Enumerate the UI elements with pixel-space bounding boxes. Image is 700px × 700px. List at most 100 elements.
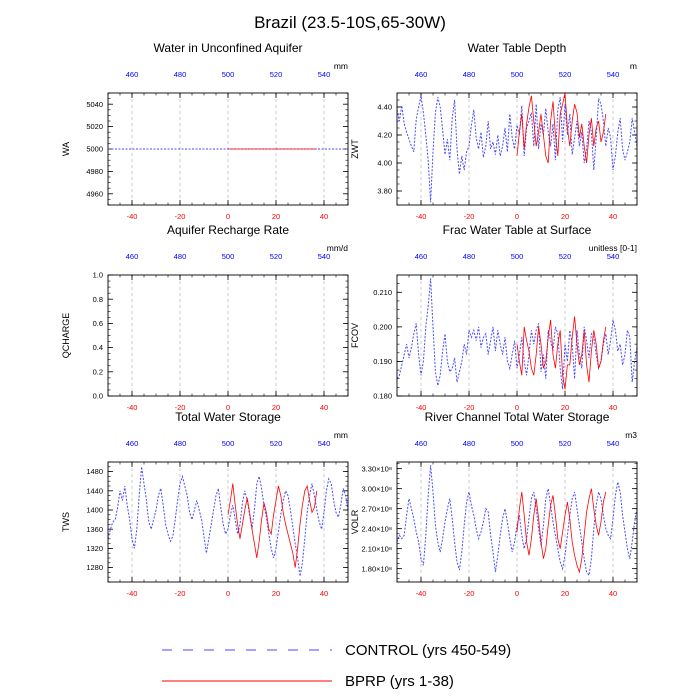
x-top-tick-label: 460 xyxy=(415,70,428,79)
panel-units: mm xyxy=(334,430,348,440)
x-top-tick-label: 540 xyxy=(607,252,620,261)
panel-units: mm xyxy=(334,61,348,71)
x-tick-label: -40 xyxy=(416,403,427,412)
legend-bprp-label: BPRP (yrs 1-38) xyxy=(345,673,454,690)
x-top-tick-label: 480 xyxy=(463,252,476,261)
y-tick-label: 1400 xyxy=(86,506,103,515)
series-bprp-line xyxy=(227,483,318,568)
y-tick-label: 1480 xyxy=(86,467,103,476)
x-top-tick-label: 520 xyxy=(270,70,283,79)
x-tick-label: -40 xyxy=(416,589,427,598)
series-control-line xyxy=(397,465,637,577)
y-tick-label: 1280 xyxy=(86,563,103,572)
series-control-line xyxy=(108,466,348,577)
x-tick-label: 40 xyxy=(320,212,328,221)
panel-frame xyxy=(107,274,349,397)
x-top-tick-label: 480 xyxy=(463,439,476,448)
panel-units: m3 xyxy=(625,430,637,440)
x-top-tick-label: 460 xyxy=(415,439,428,448)
panel-3: Frac Water Table at Surface unitless [0-1… xyxy=(350,223,638,412)
y-tick-label: 0.4 xyxy=(93,343,103,352)
x-tick-label: -40 xyxy=(127,212,138,221)
panel-title: Water in Unconfined Aquifer xyxy=(154,41,303,55)
x-top-tick-label: 540 xyxy=(318,70,331,79)
x-tick-label: 20 xyxy=(561,403,569,412)
y-tick-label: 1.80×10⁸ xyxy=(362,564,392,573)
x-tick-label: -20 xyxy=(175,212,186,221)
x-top-tick-label: 480 xyxy=(463,70,476,79)
series-bprp-line xyxy=(516,316,607,390)
y-tick-label: 0.210 xyxy=(373,288,392,297)
x-tick-label: 20 xyxy=(561,212,569,221)
panel-data xyxy=(397,278,637,390)
panel-grid: Water in Unconfined Aquifer mm WA -40 -20 0 20… xyxy=(61,41,638,598)
x-tick-label: -20 xyxy=(175,403,186,412)
y-tick-label: 3.80 xyxy=(377,187,392,196)
panel-frame xyxy=(107,461,349,583)
panel-5: River Channel Total Water Storage m3 VOLR -… xyxy=(350,410,638,598)
y-tick-label: 0.190 xyxy=(373,357,392,366)
panel-ylabel: VOLR xyxy=(350,509,360,534)
x-top-tick-label: 460 xyxy=(126,70,139,79)
y-tick-label: 2.10×10⁸ xyxy=(362,544,392,553)
figure-title: Brazil (23.5-10S,65-30W) xyxy=(254,13,446,32)
panel-1: Water Table Depth m ZWT -40 -20 0 20 40 460 480 50… xyxy=(350,41,638,221)
panel-data xyxy=(108,466,348,577)
x-tick-label: 20 xyxy=(272,212,280,221)
x-top-tick-label: 540 xyxy=(318,252,331,261)
x-top-tick-label: 500 xyxy=(511,439,524,448)
y-tick-label: 1360 xyxy=(86,525,103,534)
y-tick-label: 1320 xyxy=(86,544,103,553)
x-top-tick-label: 540 xyxy=(607,439,620,448)
panel-ylabel: WA xyxy=(61,142,71,156)
x-tick-label: -20 xyxy=(464,212,475,221)
y-tick-label: 2.40×10⁸ xyxy=(362,524,392,533)
x-top-tick-label: 500 xyxy=(222,439,235,448)
x-top-tick-label: 480 xyxy=(174,439,187,448)
y-tick-label: 5000 xyxy=(86,145,103,154)
y-tick-label: 2.70×10⁸ xyxy=(362,504,392,513)
x-top-tick-label: 500 xyxy=(511,252,524,261)
x-tick-label: 40 xyxy=(609,403,617,412)
panel-units: unitless [0-1] xyxy=(589,243,637,253)
x-tick-label: 20 xyxy=(561,589,569,598)
y-tick-label: 1.0 xyxy=(93,271,103,280)
x-top-tick-label: 540 xyxy=(318,439,331,448)
x-top-tick-label: 460 xyxy=(415,252,428,261)
x-tick-label: 0 xyxy=(226,403,230,412)
x-tick-label: 0 xyxy=(226,589,230,598)
panel-ylabel: TWS xyxy=(61,512,71,532)
panel-frame xyxy=(396,274,638,397)
y-tick-label: 0.180 xyxy=(373,392,392,401)
x-tick-label: 40 xyxy=(609,212,617,221)
x-top-tick-label: 460 xyxy=(126,252,139,261)
series-control-line xyxy=(397,278,637,390)
y-tick-label: 0.8 xyxy=(93,295,103,304)
y-tick-label: 4.40 xyxy=(377,103,392,112)
panel-4: Total Water Storage mm TWS -40 -20 0 20 40 460 48… xyxy=(61,410,349,598)
y-tick-label: 0.6 xyxy=(93,319,103,328)
series-bprp-line xyxy=(516,488,607,574)
x-top-tick-label: 520 xyxy=(270,252,283,261)
x-top-tick-label: 520 xyxy=(270,439,283,448)
y-tick-label: 4960 xyxy=(86,189,103,198)
x-tick-label: 40 xyxy=(320,589,328,598)
x-tick-label: 40 xyxy=(609,589,617,598)
panel-ylabel: FCOV xyxy=(350,323,360,348)
x-tick-label: 0 xyxy=(226,212,230,221)
x-top-tick-label: 500 xyxy=(511,70,524,79)
legend-control-label: CONTROL (yrs 450-549) xyxy=(345,642,511,659)
y-tick-label: 0.200 xyxy=(373,322,392,331)
panel-frame xyxy=(107,92,349,206)
x-top-tick-label: 540 xyxy=(607,70,620,79)
panel-ylabel: QCHARGE xyxy=(61,313,71,359)
x-top-tick-label: 520 xyxy=(559,70,572,79)
x-top-tick-label: 520 xyxy=(559,252,572,261)
y-tick-label: 3.00×10⁸ xyxy=(362,484,392,493)
x-tick-label: 0 xyxy=(515,403,519,412)
x-tick-label: 0 xyxy=(515,212,519,221)
panel-data xyxy=(397,465,637,577)
y-tick-label: 4.20 xyxy=(377,131,392,140)
x-tick-label: 0 xyxy=(515,589,519,598)
x-tick-label: -40 xyxy=(416,212,427,221)
